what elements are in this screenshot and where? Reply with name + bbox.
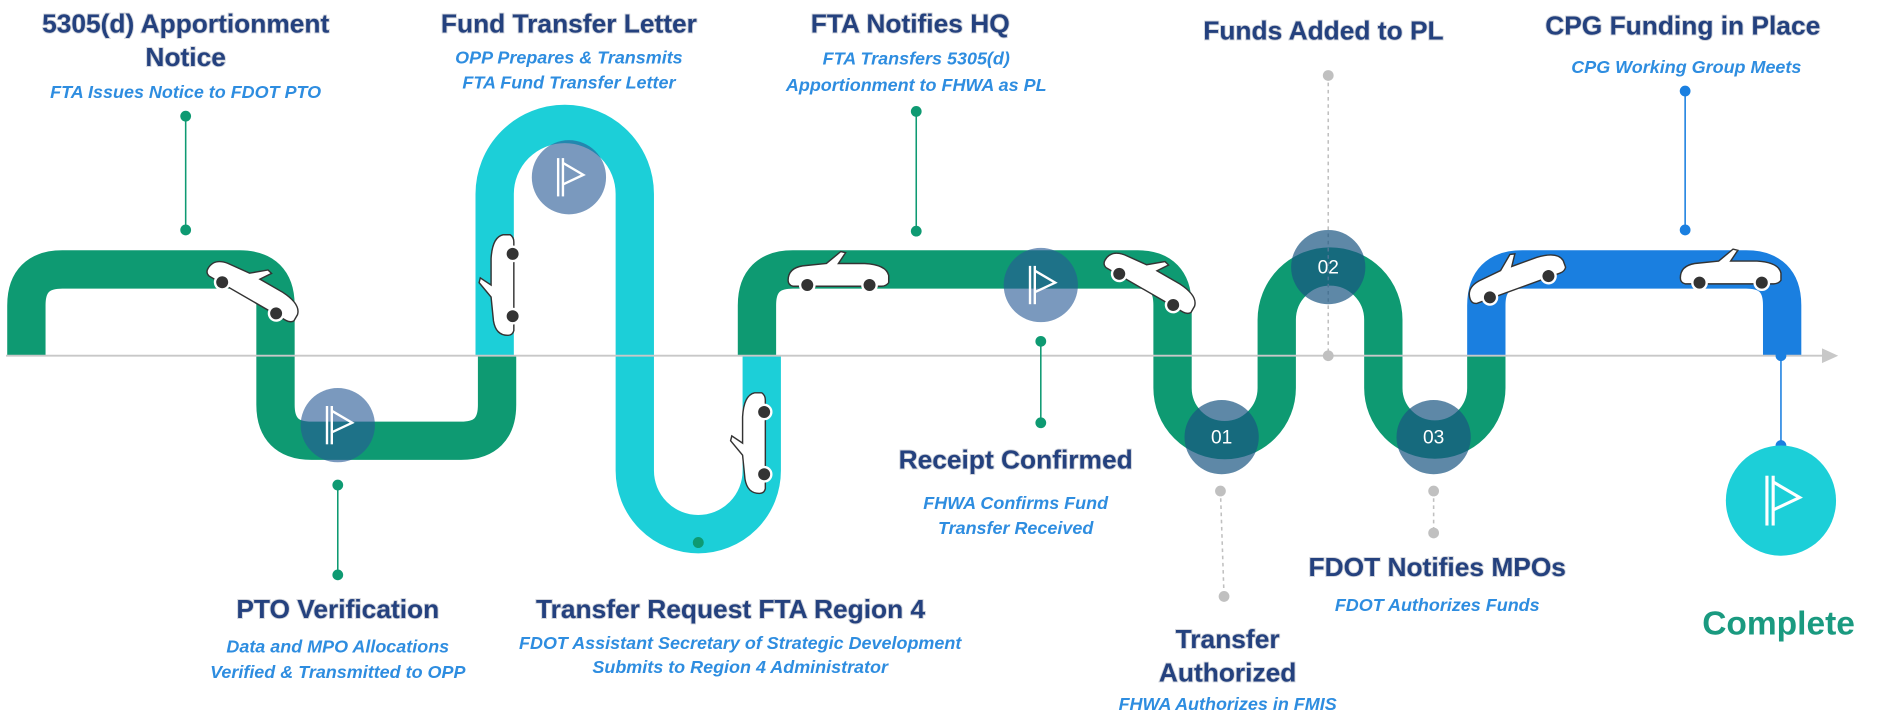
step-subtitle: FHWA Confirms Fund [923,493,1109,513]
car-wheel [1164,296,1182,314]
step-subtitle: FTA Fund Transfer Letter [462,73,676,93]
car-wheel [1691,274,1708,292]
step-title: Authorized [1159,657,1296,687]
car-wheel [755,403,773,421]
connector-dot [1679,85,1691,97]
flag-cloth [1034,269,1058,294]
flag-circle [1003,247,1078,323]
step-title: FDOT Notifies MPOs [1308,552,1565,582]
flag-circle [300,388,375,463]
step-title: Funds Added to PL [1203,16,1443,46]
step-subtitle: Data and MPO Allocations [226,637,449,657]
marker-circle [1291,229,1366,305]
step-title: Transfer Request FTA Region 4 [536,594,925,624]
car-wheel [213,273,231,291]
car [729,392,773,495]
marker-label: 02 [1318,257,1339,278]
flag-circle [531,140,607,215]
car-body [478,234,515,337]
cars [206,234,1782,495]
marker-label: 03 [1423,427,1444,448]
step-subtitle: FDOT Assistant Secretary of Strategic De… [519,633,962,653]
car [478,234,522,337]
car [1103,252,1196,315]
step-title: 5305(d) Apportionment [42,8,329,38]
step-subtitle: FDOT Authorizes Funds [1335,595,1540,615]
car [1679,248,1782,292]
road-cyan [475,104,781,554]
car-wheel [755,465,773,483]
flag-cloth [1772,480,1803,512]
axis [6,348,1839,364]
car [206,260,299,323]
car-wheel [861,276,878,294]
step-subtitle: FTA Transfers 5305(d) [823,49,1010,69]
flag-circles [300,140,1837,556]
step-subtitle: CPG Working Group Meets [1571,57,1801,77]
step-subtitle: Apportionment to FHWA as PL [785,75,1047,95]
car-wheel [267,304,285,322]
flag-icon [325,406,355,445]
connector-dot [910,105,922,117]
connector-dot [692,537,704,548]
step-title: CPG Funding in Place [1545,11,1820,41]
step-title: Notice [145,42,225,72]
connector-dot [1035,335,1047,347]
car-wheel [1753,274,1771,292]
complete-circle [1725,445,1837,556]
complete-label: Complete [1702,606,1855,643]
step-title: Receipt Confirmed [899,444,1133,474]
connector-dot [180,110,192,122]
connector-dot [910,225,922,237]
flags [325,158,1803,526]
car-wheel [504,245,522,263]
labels: 5305(d) Apportionment Notice FTA Issues … [41,7,1855,714]
connector-dot [332,479,344,491]
step-subtitle: Verified & Transmitted to OPP [210,662,465,682]
car [787,250,890,294]
connector-dot [1322,350,1334,362]
connector-dot [1215,485,1226,497]
step-subtitle: FTA Issues Notice to FDOT PTO [50,82,321,102]
car-wheel [1540,267,1557,285]
step-title: FTA Notifies HQ [811,8,1010,38]
car [1468,253,1567,306]
car-wheel [798,276,816,294]
connector-line [1219,491,1225,597]
step-subtitle: OPP Prepares & Transmits [455,47,683,67]
step-subtitle: Transfer Received [938,518,1094,538]
connector-dot [1428,485,1440,497]
flag-icon [1765,475,1803,526]
car-wheel [504,307,522,325]
car-body [1679,248,1782,285]
connector-dot [1428,527,1440,539]
flag-cloth [562,161,586,186]
step-subtitle: FHWA Authorizes in FMIS [1119,694,1337,714]
connector-dot [1218,591,1230,602]
car-wheel [1481,288,1499,306]
connector-dot [332,569,344,581]
car-body [787,250,890,287]
number-markers: 01 02 03 [1184,229,1471,475]
step-title: PTO Verification [236,594,439,624]
axis-arrow [1821,348,1839,364]
connector-dot [1322,70,1334,81]
step-title: Transfer [1176,624,1280,654]
step-subtitle: Submits to Region 4 Administrator [592,657,889,677]
flag-icon [1028,265,1058,305]
connector-dot [1679,224,1691,236]
marker-circle [1396,400,1471,475]
step-title: Fund Transfer Letter [441,8,697,38]
marker-circle [1184,400,1259,475]
car-body [729,392,767,495]
flag-icon [556,158,586,197]
connector-dot [1775,350,1787,362]
flag-cloth [331,409,355,434]
connector-dot [1035,417,1047,429]
connector-dot [180,224,192,236]
car-wheel [1110,265,1128,283]
marker-label: 01 [1211,427,1232,448]
